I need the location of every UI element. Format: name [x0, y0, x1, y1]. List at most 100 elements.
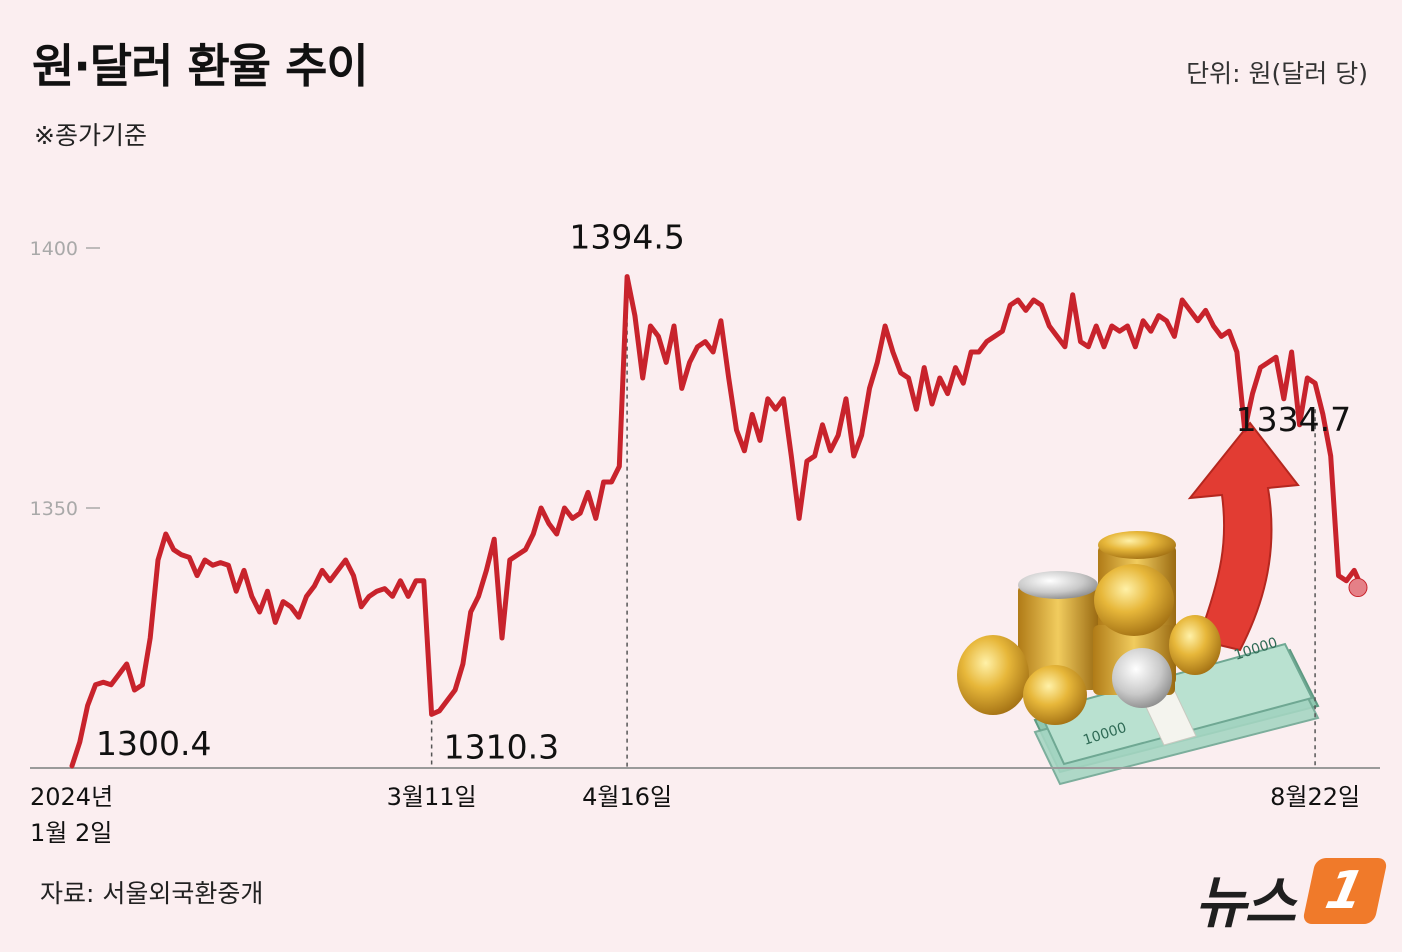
data-point: [586, 490, 590, 494]
data-point: [484, 568, 488, 572]
data-point: [1094, 324, 1098, 328]
data-point: [1305, 376, 1309, 380]
data-point: [1000, 329, 1004, 333]
data-point: [758, 438, 762, 442]
data-point: [281, 600, 285, 604]
data-point: [649, 324, 653, 328]
data-point: [1282, 397, 1286, 401]
data-point: [688, 360, 692, 364]
data-point: [516, 553, 520, 557]
data-point: [969, 350, 973, 354]
data-point: [899, 371, 903, 375]
data-point: [1297, 423, 1301, 427]
data-point: [813, 454, 817, 458]
coin-stack-icon: [957, 531, 1221, 725]
data-point: [1211, 324, 1215, 328]
data-point: [789, 454, 793, 458]
data-point: [1165, 319, 1169, 323]
x-tick-label: 8월22일: [1270, 783, 1360, 811]
data-point: [836, 433, 840, 437]
data-point: [203, 558, 207, 562]
data-point: [1313, 381, 1317, 385]
data-point: [852, 454, 856, 458]
data-point: [1266, 360, 1270, 364]
data-point: [938, 376, 942, 380]
data-point: [1321, 412, 1325, 416]
data-point: [985, 340, 989, 344]
data-point: [844, 397, 848, 401]
data-point: [821, 423, 825, 427]
data-point: [156, 558, 160, 562]
data-point: [883, 324, 887, 328]
data-point: [1290, 350, 1294, 354]
page-title: 원·달러 환율 추이: [32, 39, 369, 93]
data-point: [1133, 345, 1137, 349]
data-point: [172, 548, 176, 552]
data-point: [273, 620, 277, 624]
data-point: [250, 594, 254, 598]
x-axis-labels: 2024년 1월 2일 3월11일 4월16일 8월22일: [30, 783, 1360, 847]
data-point: [1086, 345, 1090, 349]
data-point: [664, 360, 668, 364]
data-point: [555, 532, 559, 536]
data-point: [117, 672, 121, 676]
data-point: [414, 579, 418, 583]
data-point: [1141, 319, 1145, 323]
data-point: [781, 397, 785, 401]
data-point: [469, 610, 473, 614]
data-point: [860, 433, 864, 437]
data-points: [70, 275, 1364, 768]
data-point: [797, 516, 801, 520]
data-point: [1180, 298, 1184, 302]
series-line: [69, 274, 1365, 769]
data-point: [289, 605, 293, 609]
data-point: [133, 688, 137, 692]
unit-label: 단위: 원(달러 당): [1186, 59, 1368, 88]
data-point: [437, 709, 441, 713]
reference-lines: [430, 282, 1316, 768]
data-point: [140, 683, 144, 687]
data-point: [633, 314, 637, 318]
data-point: [719, 319, 723, 323]
data-point: [265, 589, 269, 593]
data-point: [78, 740, 82, 744]
data-point: [367, 594, 371, 598]
data-point: [305, 594, 309, 598]
data-point: [1235, 350, 1239, 354]
data-point: [351, 574, 355, 578]
data-point: [907, 376, 911, 380]
data-point: [258, 610, 262, 614]
data-point: [680, 386, 684, 390]
data-point: [750, 412, 754, 416]
x-tick-label: 1월 2일: [30, 819, 112, 847]
data-point: [1079, 340, 1083, 344]
data-point: [930, 402, 934, 406]
data-point: [742, 449, 746, 453]
data-point: [195, 574, 199, 578]
data-point: [578, 511, 582, 515]
data-point: [563, 506, 567, 510]
data-point: [312, 584, 316, 588]
data-point: [226, 563, 230, 567]
data-point: [993, 334, 997, 338]
data-point: [1329, 454, 1333, 458]
data-point: [86, 704, 90, 708]
data-point: [961, 381, 965, 385]
data-label: 1334.7: [1236, 400, 1351, 439]
data-point: [617, 464, 621, 468]
data-point: [539, 506, 543, 510]
data-point: [594, 516, 598, 520]
data-point: [445, 698, 449, 702]
data-point: [1024, 308, 1028, 312]
y-tick-label: 1400: [30, 238, 78, 260]
data-point: [70, 764, 74, 768]
data-point: [711, 350, 715, 354]
data-point: [164, 532, 168, 536]
data-point: [1063, 345, 1067, 349]
data-point: [359, 605, 363, 609]
data-point: [179, 553, 183, 557]
data-point: [242, 568, 246, 572]
data-point: [977, 350, 981, 354]
data-point: [766, 397, 770, 401]
data-point: [187, 555, 191, 559]
